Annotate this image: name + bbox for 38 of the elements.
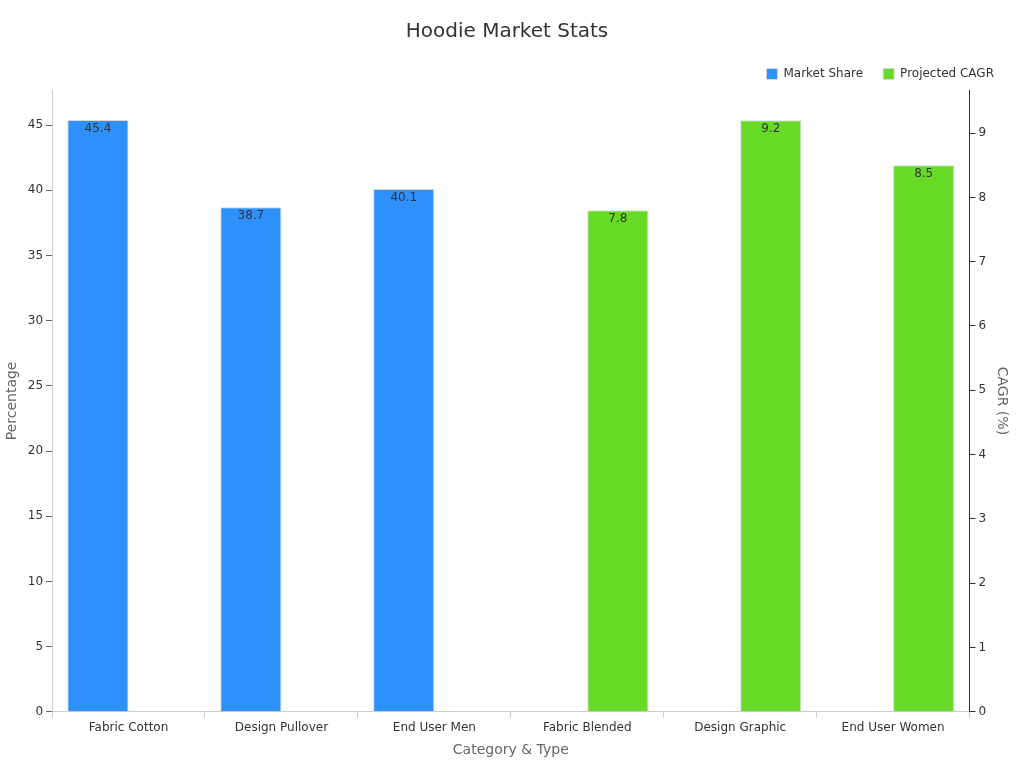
x-tick-label: Fabric Cotton xyxy=(88,720,169,735)
y-tick-label: 40 xyxy=(27,182,44,197)
y-tick-label: 25 xyxy=(27,378,44,393)
y-tick-label: 35 xyxy=(27,247,44,262)
y-tick-label: 5 xyxy=(35,638,44,653)
data-label: 45.4 xyxy=(84,121,112,136)
data-label: 38.7 xyxy=(237,208,265,223)
data-label: 40.1 xyxy=(390,190,418,205)
y-axis-title: Percentage xyxy=(3,361,20,441)
chart-title: Hoodie Market Stats xyxy=(405,18,609,43)
y-tick-label: 15 xyxy=(27,508,44,523)
y2-tick-label: 4 xyxy=(978,446,987,461)
data-label: 8.5 xyxy=(914,166,934,181)
x-tick-label: End User Men xyxy=(392,720,476,735)
x-tick-label: End User Women xyxy=(841,720,945,735)
y2-tick-label: 7 xyxy=(978,253,987,268)
y2-tick-label: 8 xyxy=(978,189,987,204)
y2-tick-label: 2 xyxy=(978,575,987,590)
legend-label: Market Share xyxy=(783,66,864,81)
y-tick-label: 10 xyxy=(27,573,44,588)
y-tick-label: 45 xyxy=(27,117,44,132)
y2-tick-label: 1 xyxy=(978,639,987,654)
y2-tick-label: 6 xyxy=(978,318,987,333)
y-tick-label: 0 xyxy=(35,703,44,718)
y2-tick-label: 0 xyxy=(978,703,987,718)
x-tick-label: Design Pullover xyxy=(234,720,329,735)
y-tick-label: 30 xyxy=(27,312,44,327)
y2-axis-title: CAGR (%) xyxy=(994,366,1011,436)
y2-tick-label: 9 xyxy=(978,125,987,140)
legend-label: Projected CAGR xyxy=(900,66,995,81)
y-tick-label: 20 xyxy=(27,443,44,458)
y2-tick-label: 5 xyxy=(978,382,987,397)
data-label: 7.8 xyxy=(608,211,628,226)
x-axis-title: Category & Type xyxy=(452,741,569,758)
x-tick-label: Design Graphic xyxy=(694,720,787,735)
x-tick-label: Fabric Blended xyxy=(542,720,632,735)
y2-tick-label: 3 xyxy=(978,511,987,526)
data-label: 9.2 xyxy=(761,121,781,136)
